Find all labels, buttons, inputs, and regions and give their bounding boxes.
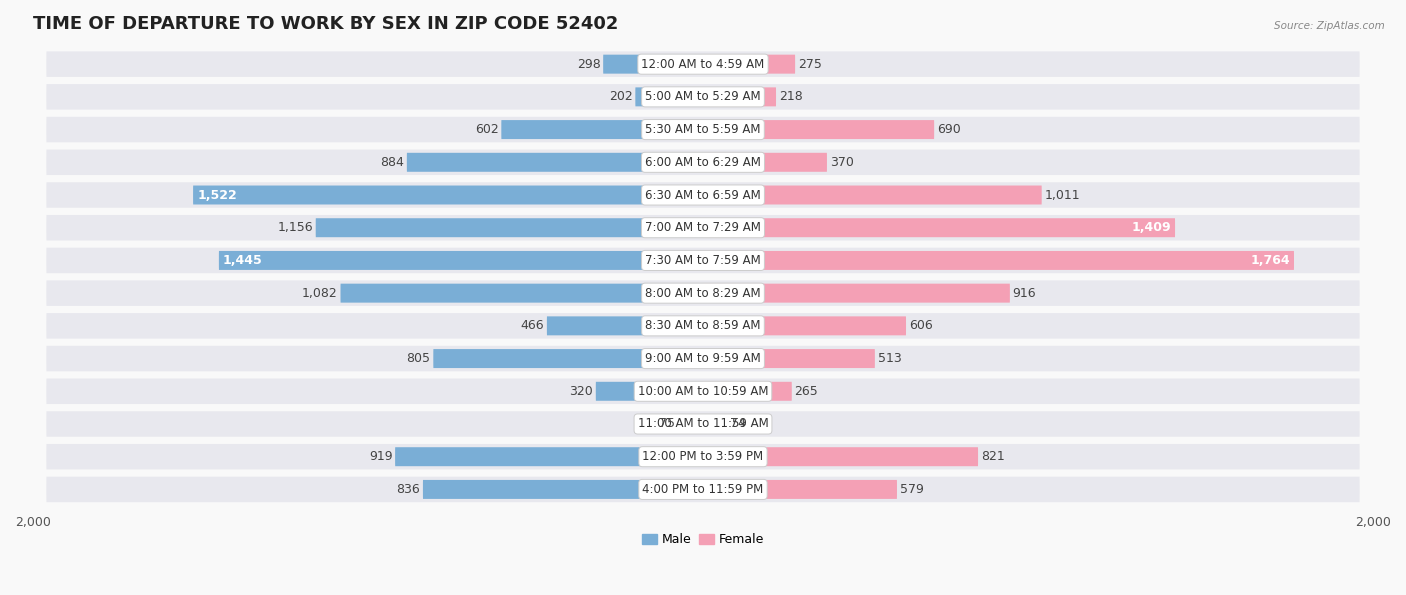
FancyBboxPatch shape bbox=[603, 55, 703, 74]
FancyBboxPatch shape bbox=[46, 248, 1360, 273]
FancyBboxPatch shape bbox=[46, 411, 1360, 437]
Text: 7:30 AM to 7:59 AM: 7:30 AM to 7:59 AM bbox=[645, 254, 761, 267]
Text: 218: 218 bbox=[779, 90, 803, 104]
Text: 602: 602 bbox=[475, 123, 499, 136]
Text: Source: ZipAtlas.com: Source: ZipAtlas.com bbox=[1274, 21, 1385, 31]
Text: 6:00 AM to 6:29 AM: 6:00 AM to 6:29 AM bbox=[645, 156, 761, 169]
Text: 7:00 AM to 7:29 AM: 7:00 AM to 7:29 AM bbox=[645, 221, 761, 234]
FancyBboxPatch shape bbox=[46, 84, 1360, 109]
Text: 1,011: 1,011 bbox=[1045, 189, 1080, 202]
FancyBboxPatch shape bbox=[423, 480, 703, 499]
FancyBboxPatch shape bbox=[46, 182, 1360, 208]
Text: 12:00 AM to 4:59 AM: 12:00 AM to 4:59 AM bbox=[641, 58, 765, 71]
Text: 11:00 AM to 11:59 AM: 11:00 AM to 11:59 AM bbox=[638, 418, 768, 431]
Text: 202: 202 bbox=[609, 90, 633, 104]
Text: 265: 265 bbox=[794, 385, 818, 398]
Text: 12:00 PM to 3:59 PM: 12:00 PM to 3:59 PM bbox=[643, 450, 763, 464]
FancyBboxPatch shape bbox=[316, 218, 703, 237]
FancyBboxPatch shape bbox=[46, 215, 1360, 240]
FancyBboxPatch shape bbox=[193, 186, 703, 205]
FancyBboxPatch shape bbox=[703, 120, 934, 139]
FancyBboxPatch shape bbox=[703, 87, 776, 107]
Text: 275: 275 bbox=[797, 58, 821, 71]
FancyBboxPatch shape bbox=[703, 349, 875, 368]
FancyBboxPatch shape bbox=[703, 447, 979, 466]
FancyBboxPatch shape bbox=[703, 415, 728, 434]
FancyBboxPatch shape bbox=[703, 284, 1010, 303]
FancyBboxPatch shape bbox=[703, 480, 897, 499]
FancyBboxPatch shape bbox=[46, 51, 1360, 77]
Text: 74: 74 bbox=[731, 418, 747, 431]
Text: 690: 690 bbox=[936, 123, 960, 136]
FancyBboxPatch shape bbox=[703, 218, 1175, 237]
Text: 836: 836 bbox=[396, 483, 420, 496]
Text: 1,445: 1,445 bbox=[224, 254, 263, 267]
Text: 606: 606 bbox=[908, 320, 932, 333]
FancyBboxPatch shape bbox=[678, 415, 703, 434]
Text: 1,156: 1,156 bbox=[277, 221, 314, 234]
FancyBboxPatch shape bbox=[703, 382, 792, 401]
FancyBboxPatch shape bbox=[433, 349, 703, 368]
Legend: Male, Female: Male, Female bbox=[637, 528, 769, 551]
Text: 513: 513 bbox=[877, 352, 901, 365]
Text: TIME OF DEPARTURE TO WORK BY SEX IN ZIP CODE 52402: TIME OF DEPARTURE TO WORK BY SEX IN ZIP … bbox=[32, 15, 619, 33]
Text: 6:30 AM to 6:59 AM: 6:30 AM to 6:59 AM bbox=[645, 189, 761, 202]
Text: 10:00 AM to 10:59 AM: 10:00 AM to 10:59 AM bbox=[638, 385, 768, 398]
Text: 298: 298 bbox=[576, 58, 600, 71]
FancyBboxPatch shape bbox=[46, 280, 1360, 306]
Text: 1,409: 1,409 bbox=[1132, 221, 1171, 234]
FancyBboxPatch shape bbox=[703, 251, 1294, 270]
FancyBboxPatch shape bbox=[46, 313, 1360, 339]
FancyBboxPatch shape bbox=[703, 55, 796, 74]
FancyBboxPatch shape bbox=[703, 153, 827, 172]
Text: 884: 884 bbox=[380, 156, 404, 169]
FancyBboxPatch shape bbox=[46, 378, 1360, 404]
FancyBboxPatch shape bbox=[46, 444, 1360, 469]
FancyBboxPatch shape bbox=[340, 284, 703, 303]
FancyBboxPatch shape bbox=[596, 382, 703, 401]
Text: 370: 370 bbox=[830, 156, 853, 169]
Text: 1,522: 1,522 bbox=[197, 189, 236, 202]
FancyBboxPatch shape bbox=[636, 87, 703, 107]
Text: 1,082: 1,082 bbox=[302, 287, 337, 300]
Text: 916: 916 bbox=[1012, 287, 1036, 300]
Text: 466: 466 bbox=[520, 320, 544, 333]
Text: 75: 75 bbox=[659, 418, 675, 431]
Text: 8:00 AM to 8:29 AM: 8:00 AM to 8:29 AM bbox=[645, 287, 761, 300]
FancyBboxPatch shape bbox=[395, 447, 703, 466]
Text: 320: 320 bbox=[569, 385, 593, 398]
FancyBboxPatch shape bbox=[703, 186, 1042, 205]
Text: 8:30 AM to 8:59 AM: 8:30 AM to 8:59 AM bbox=[645, 320, 761, 333]
FancyBboxPatch shape bbox=[46, 149, 1360, 175]
FancyBboxPatch shape bbox=[703, 317, 905, 336]
FancyBboxPatch shape bbox=[46, 477, 1360, 502]
FancyBboxPatch shape bbox=[406, 153, 703, 172]
Text: 9:00 AM to 9:59 AM: 9:00 AM to 9:59 AM bbox=[645, 352, 761, 365]
Text: 5:00 AM to 5:29 AM: 5:00 AM to 5:29 AM bbox=[645, 90, 761, 104]
FancyBboxPatch shape bbox=[219, 251, 703, 270]
FancyBboxPatch shape bbox=[46, 346, 1360, 371]
FancyBboxPatch shape bbox=[502, 120, 703, 139]
Text: 1,764: 1,764 bbox=[1250, 254, 1289, 267]
Text: 805: 805 bbox=[406, 352, 430, 365]
FancyBboxPatch shape bbox=[46, 117, 1360, 142]
Text: 5:30 AM to 5:59 AM: 5:30 AM to 5:59 AM bbox=[645, 123, 761, 136]
FancyBboxPatch shape bbox=[547, 317, 703, 336]
Text: 579: 579 bbox=[900, 483, 924, 496]
Text: 4:00 PM to 11:59 PM: 4:00 PM to 11:59 PM bbox=[643, 483, 763, 496]
Text: 821: 821 bbox=[981, 450, 1004, 464]
Text: 919: 919 bbox=[368, 450, 392, 464]
